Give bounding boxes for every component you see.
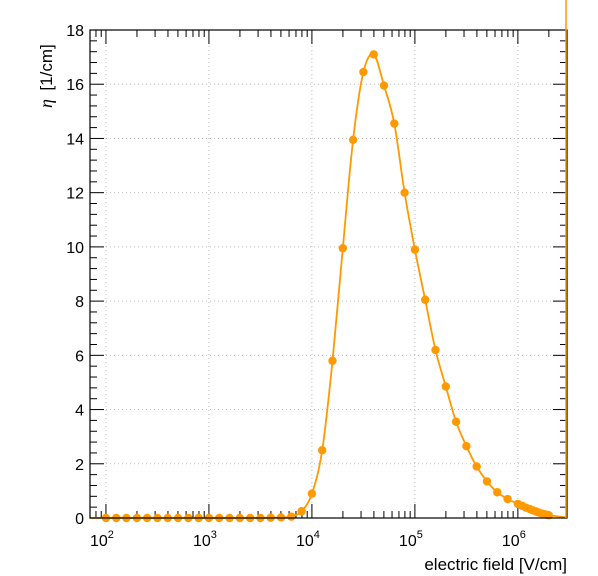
y-tick-label: 4 [75, 403, 84, 420]
data-point [431, 345, 440, 355]
x-tick-label: 103 [193, 529, 217, 550]
y-axis-symbol: η [36, 99, 56, 108]
data-point [307, 489, 317, 498]
y-tick-label: 12 [66, 186, 84, 203]
y-tick-label: 18 [66, 23, 84, 40]
y-axis-label: η [1/cm] [36, 44, 56, 108]
data-point [359, 67, 368, 77]
plot-frame [89, 29, 568, 519]
y-tick-label: 16 [66, 77, 84, 94]
data-point [297, 507, 306, 516]
y-tick-label: 0 [75, 511, 84, 528]
data-point [328, 356, 337, 365]
tick-labels: 0 2 4 6 8 10 12 14 16 18 102 103 104 105 106 [66, 23, 526, 550]
data-point [482, 477, 492, 486]
y-tick-label: 6 [75, 348, 84, 365]
grid-lines [90, 30, 567, 518]
data-point [348, 135, 358, 144]
x-tick-label: 105 [399, 529, 423, 550]
data-point [503, 494, 512, 504]
y-tick-label: 2 [75, 457, 84, 474]
data-point [318, 446, 327, 455]
x-tick-label: 106 [502, 529, 526, 550]
data-point [544, 511, 554, 520]
data-point [379, 81, 389, 90]
data-point [390, 119, 399, 128]
data-point [462, 441, 471, 451]
y-tick-label: 8 [75, 294, 84, 311]
data-point [287, 512, 296, 521]
data-point [420, 295, 430, 304]
series-line-group [90, 50, 568, 523]
y-tick-label: 14 [66, 131, 84, 148]
data-point [441, 382, 450, 391]
y-tick-label: 10 [66, 240, 84, 257]
data-point [493, 488, 502, 497]
data-point [369, 50, 378, 59]
x-tick-label: 102 [90, 529, 114, 550]
y-axis-unit: [1/cm] [37, 44, 56, 90]
data-point [472, 462, 481, 471]
axis-ticks [89, 29, 568, 519]
x-tick-label: 104 [296, 529, 320, 550]
x-axis-label: electric field [V/cm] [424, 555, 567, 574]
data-point [410, 245, 420, 254]
data-point [451, 417, 461, 426]
data-point [400, 188, 409, 197]
data-point [338, 244, 348, 253]
